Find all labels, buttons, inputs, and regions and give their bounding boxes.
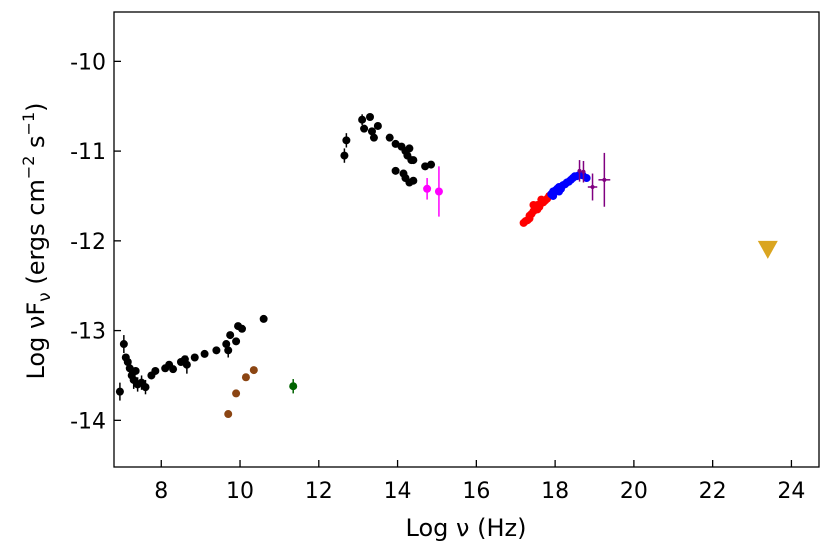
x-axis-ticks: 8 10 12 14 16 18 20 22 24 [154, 460, 805, 504]
data-point [427, 160, 436, 169]
data-point [182, 360, 191, 369]
y-tick-label: -14 [70, 409, 106, 434]
data-point [581, 169, 586, 174]
data-point [358, 115, 367, 124]
y-tick-label: -12 [70, 230, 106, 255]
y-tick-label: -13 [70, 320, 106, 345]
plot-marks [115, 113, 778, 419]
series-gold-upper-limit [757, 240, 778, 259]
data-point [582, 174, 591, 183]
data-point [249, 366, 258, 375]
data-point [342, 136, 351, 145]
data-point [232, 389, 241, 398]
y-axis-ticks: -10 -11 -12 -13 -14 [70, 50, 121, 434]
data-point [385, 133, 394, 142]
x-tick-label: 24 [777, 479, 805, 504]
data-point [224, 346, 233, 355]
data-point [521, 217, 530, 226]
data-point [232, 337, 241, 346]
data-point [602, 177, 607, 182]
x-tick-label: 12 [305, 479, 333, 504]
data-point [169, 365, 178, 374]
data-point [241, 373, 250, 382]
data-point [115, 387, 124, 396]
x-axis-label: Log ν (Hz) [406, 514, 527, 542]
data-point [367, 127, 376, 136]
data-point [373, 121, 382, 130]
data-point [423, 184, 432, 193]
data-point [259, 314, 268, 323]
data-point [590, 185, 595, 189]
data-point [340, 151, 349, 160]
x-tick-label: 22 [699, 479, 727, 504]
data-point [190, 353, 199, 362]
plot-frame [113, 11, 820, 468]
upper-limit-marker [757, 240, 778, 259]
x-tick-label: 14 [384, 479, 412, 504]
data-point [549, 191, 558, 200]
data-point [369, 133, 378, 142]
series-brown [224, 366, 258, 419]
series-black-ir [340, 113, 436, 187]
data-point [434, 187, 443, 196]
data-point [238, 324, 247, 333]
series-black-radio [115, 314, 268, 401]
data-point [555, 187, 564, 196]
y-tick-label: -11 [70, 140, 106, 165]
y-tick-label: -10 [70, 50, 106, 75]
data-point [131, 366, 140, 375]
x-tick-label: 16 [462, 479, 490, 504]
x-tick-label: 20 [620, 479, 648, 504]
y-axis-label: Log νFν (ergs cm−2 s−1) [19, 102, 55, 379]
data-point [289, 382, 298, 391]
series-blue-xray [547, 171, 591, 200]
data-point [366, 113, 375, 121]
data-point [537, 195, 546, 204]
series-purple-hard-xray [577, 152, 611, 207]
data-point [151, 366, 160, 375]
data-point [141, 383, 150, 392]
data-point [409, 176, 418, 185]
series-red-xray [519, 191, 554, 227]
x-tick-label: 8 [154, 479, 168, 504]
series-magenta-uv [423, 166, 443, 217]
data-point [212, 346, 221, 355]
data-point [409, 156, 418, 165]
data-point [405, 144, 414, 153]
data-point [226, 331, 235, 340]
data-point [224, 410, 233, 419]
data-point [391, 166, 400, 175]
data-point [577, 168, 582, 173]
x-tick-label: 18 [541, 479, 569, 504]
data-point [200, 349, 209, 358]
x-tick-label: 10 [226, 479, 254, 504]
data-point [119, 340, 128, 349]
series-green [289, 379, 298, 394]
data-point [360, 124, 369, 133]
